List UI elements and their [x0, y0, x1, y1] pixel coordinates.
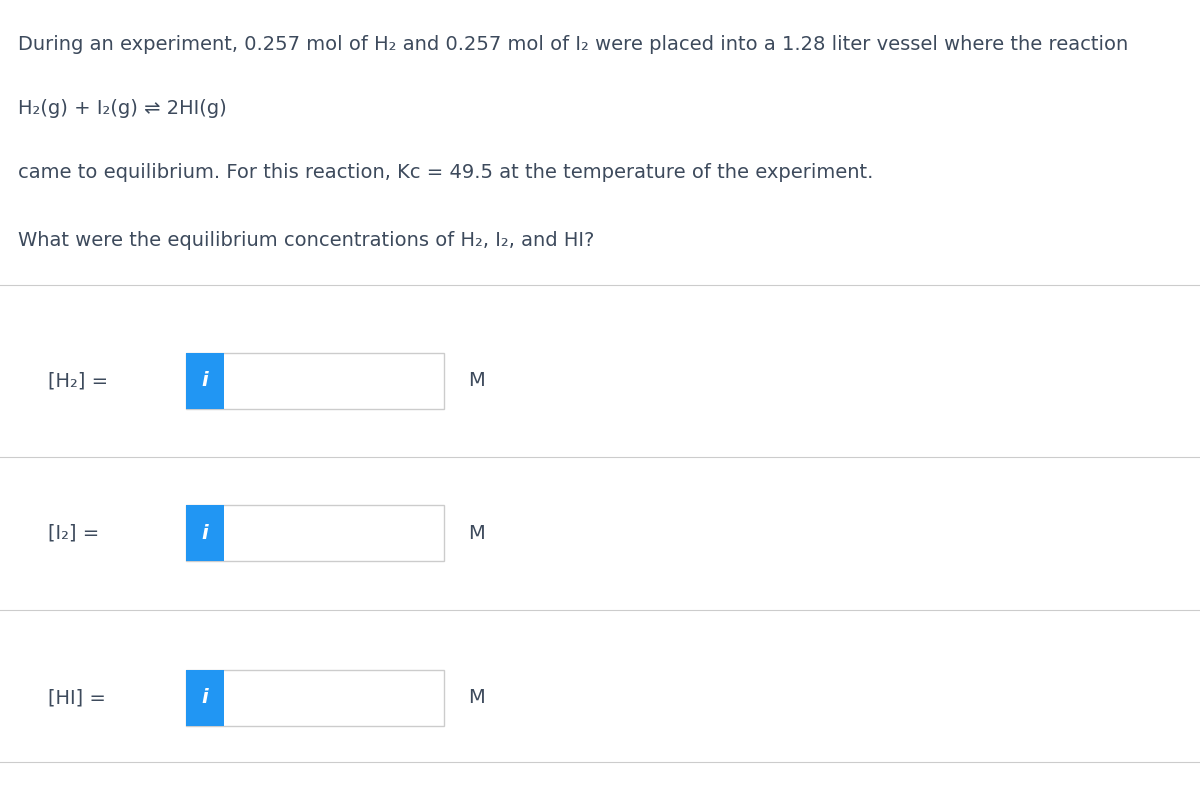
- Text: i: i: [202, 524, 209, 543]
- Text: H₂(g) + I₂(g) ⇌ 2HI(g): H₂(g) + I₂(g) ⇌ 2HI(g): [18, 99, 227, 118]
- Text: [HI] =: [HI] =: [48, 688, 106, 707]
- FancyBboxPatch shape: [186, 353, 224, 409]
- Text: came to equilibrium. For this reaction, Kᴄ = 49.5 at the temperature of the expe: came to equilibrium. For this reaction, …: [18, 163, 874, 182]
- FancyBboxPatch shape: [186, 353, 444, 409]
- Text: [I₂] =: [I₂] =: [48, 524, 100, 543]
- Text: M: M: [468, 371, 485, 391]
- Text: M: M: [468, 688, 485, 707]
- FancyBboxPatch shape: [186, 670, 444, 726]
- Text: During an experiment, 0.257 mol of H₂ and 0.257 mol of I₂ were placed into a 1.2: During an experiment, 0.257 mol of H₂ an…: [18, 34, 1128, 54]
- FancyBboxPatch shape: [186, 670, 224, 726]
- FancyBboxPatch shape: [186, 505, 224, 561]
- FancyBboxPatch shape: [186, 505, 444, 561]
- Text: i: i: [202, 371, 209, 391]
- Text: i: i: [202, 688, 209, 707]
- Text: [H₂] =: [H₂] =: [48, 371, 108, 391]
- Text: M: M: [468, 524, 485, 543]
- Text: What were the equilibrium concentrations of H₂, I₂, and HI?: What were the equilibrium concentrations…: [18, 231, 594, 250]
